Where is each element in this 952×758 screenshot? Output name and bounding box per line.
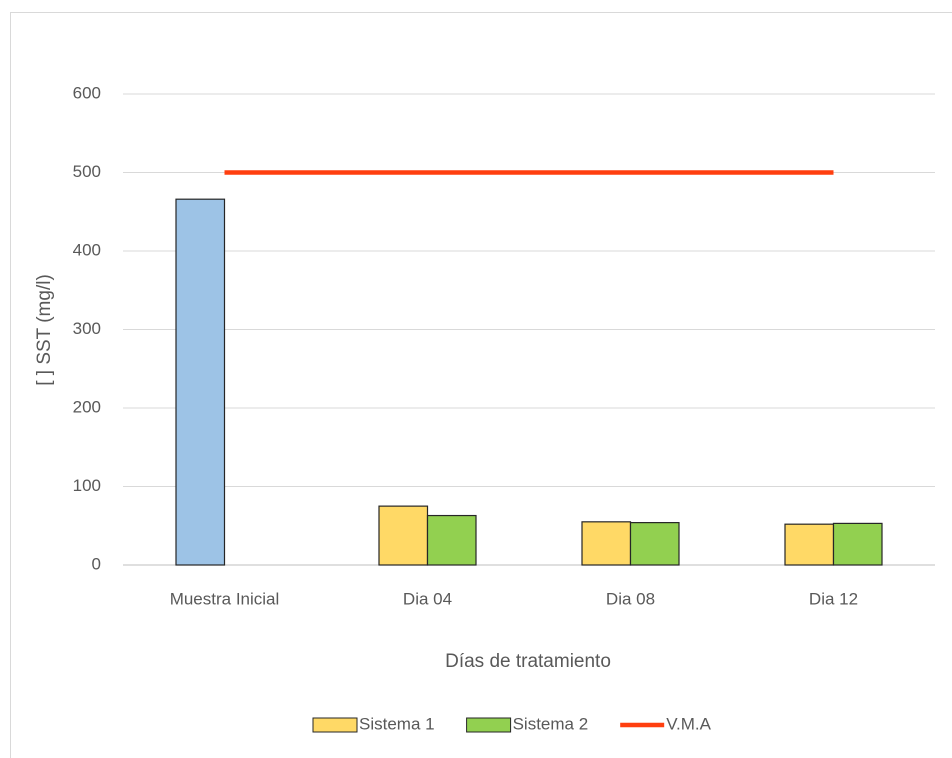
- bar: [784, 523, 835, 566]
- y-tick-label: 500: [73, 162, 101, 181]
- bar: [378, 505, 429, 566]
- bar: [629, 522, 680, 566]
- bar: [581, 521, 632, 566]
- x-tick-label: Muestra Inicial: [170, 589, 280, 608]
- legend-swatch: [312, 717, 358, 733]
- legend-label: V.M.A: [666, 714, 711, 733]
- legend-label: Sistema 1: [359, 714, 435, 733]
- bar: [832, 522, 883, 566]
- legend-swatch: [466, 717, 512, 733]
- y-tick-label: 200: [73, 397, 101, 416]
- y-tick-label: 300: [73, 319, 101, 338]
- x-tick-label: Dia 12: [809, 589, 858, 608]
- chart-frame: [10, 12, 952, 758]
- x-axis-title: Días de tratamiento: [445, 651, 611, 672]
- x-tick-label: Dia 04: [403, 589, 452, 608]
- y-tick-label: 0: [92, 554, 101, 573]
- y-tick-label: 400: [73, 240, 101, 259]
- bar: [426, 514, 477, 566]
- y-tick-label: 100: [73, 476, 101, 495]
- y-axis-title: [ ] SST (mg/l): [34, 274, 55, 386]
- bar: [175, 198, 226, 566]
- legend-label: Sistema 2: [513, 714, 589, 733]
- x-tick-label: Dia 08: [606, 589, 655, 608]
- y-tick-label: 600: [73, 83, 101, 102]
